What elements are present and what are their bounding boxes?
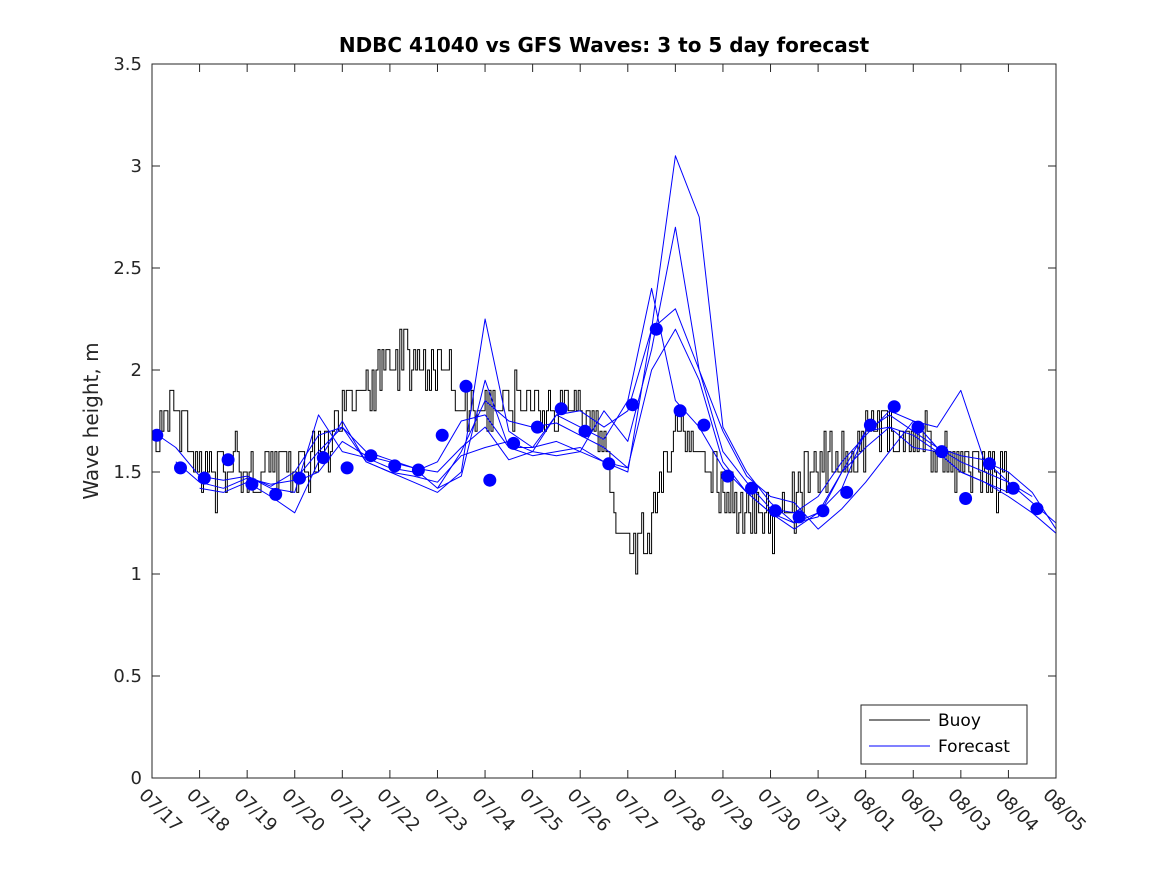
forecast-point <box>649 322 663 336</box>
forecast-point <box>840 485 854 499</box>
forecast-run-line-4 <box>247 308 1033 514</box>
forecast-point <box>768 504 782 518</box>
y-tick-label: 0 <box>131 768 142 789</box>
legend-box <box>860 704 1028 765</box>
forecast-point <box>911 420 925 434</box>
forecast-point <box>221 453 235 467</box>
forecast-point <box>483 473 497 487</box>
forecast-point <box>174 461 187 475</box>
y-axis-label: Wave height, m <box>79 342 103 499</box>
forecast-run-line-1 <box>152 287 1056 524</box>
chart-title: NDBC 41040 vs GFS Waves: 3 to 5 day fore… <box>339 33 870 57</box>
y-tick-label: 1 <box>131 564 142 585</box>
y-tick-label: 2.5 <box>113 258 142 279</box>
forecast-point <box>578 424 592 438</box>
forecast-point <box>959 492 973 505</box>
forecast-point <box>411 463 425 477</box>
forecast-point <box>245 477 259 491</box>
buoy-series-line <box>152 328 1009 575</box>
forecast-point <box>293 471 306 485</box>
legend-forecast-label: Forecast <box>938 737 1010 757</box>
y-tick-label: 3.5 <box>113 54 142 75</box>
y-tick-label: 0.5 <box>113 666 142 687</box>
forecast-point <box>887 400 901 414</box>
forecast-point <box>721 469 735 483</box>
series-layer <box>152 155 1056 575</box>
forecast-point <box>554 402 568 416</box>
forecast-point <box>935 445 949 459</box>
forecast-point <box>697 418 711 432</box>
y-tick-label: 2 <box>131 360 142 381</box>
forecast-point <box>530 420 544 434</box>
forecast-point <box>863 418 877 432</box>
forecast-point <box>673 404 687 418</box>
forecast-point <box>602 457 616 471</box>
y-tick-label: 1.5 <box>113 462 142 483</box>
legend-buoy-label: Buoy <box>938 711 981 731</box>
forecast-point <box>982 457 996 471</box>
forecast-point <box>388 459 402 473</box>
forecast-point <box>816 504 830 518</box>
legend: Buoy Forecast <box>860 704 1028 765</box>
forecast-point <box>792 510 806 524</box>
forecast-point <box>459 379 473 393</box>
forecast-point <box>340 461 354 475</box>
forecast-point <box>435 428 449 442</box>
plot-area <box>152 64 1056 778</box>
forecast-point <box>152 428 164 442</box>
y-tick-label: 3 <box>131 156 142 177</box>
forecast-point <box>507 436 521 450</box>
forecast-point <box>626 398 639 412</box>
forecast-point <box>316 451 330 465</box>
forecast-point <box>364 449 378 463</box>
forecast-point <box>745 481 758 495</box>
axes-box <box>151 63 1057 779</box>
forecast-point <box>197 471 211 485</box>
forecast-point <box>1006 481 1020 495</box>
forecast-point <box>1030 502 1044 516</box>
forecast-run-line-3 <box>199 155 1056 534</box>
forecast-point <box>269 487 283 501</box>
forecast-run-line-2 <box>175 226 1056 530</box>
